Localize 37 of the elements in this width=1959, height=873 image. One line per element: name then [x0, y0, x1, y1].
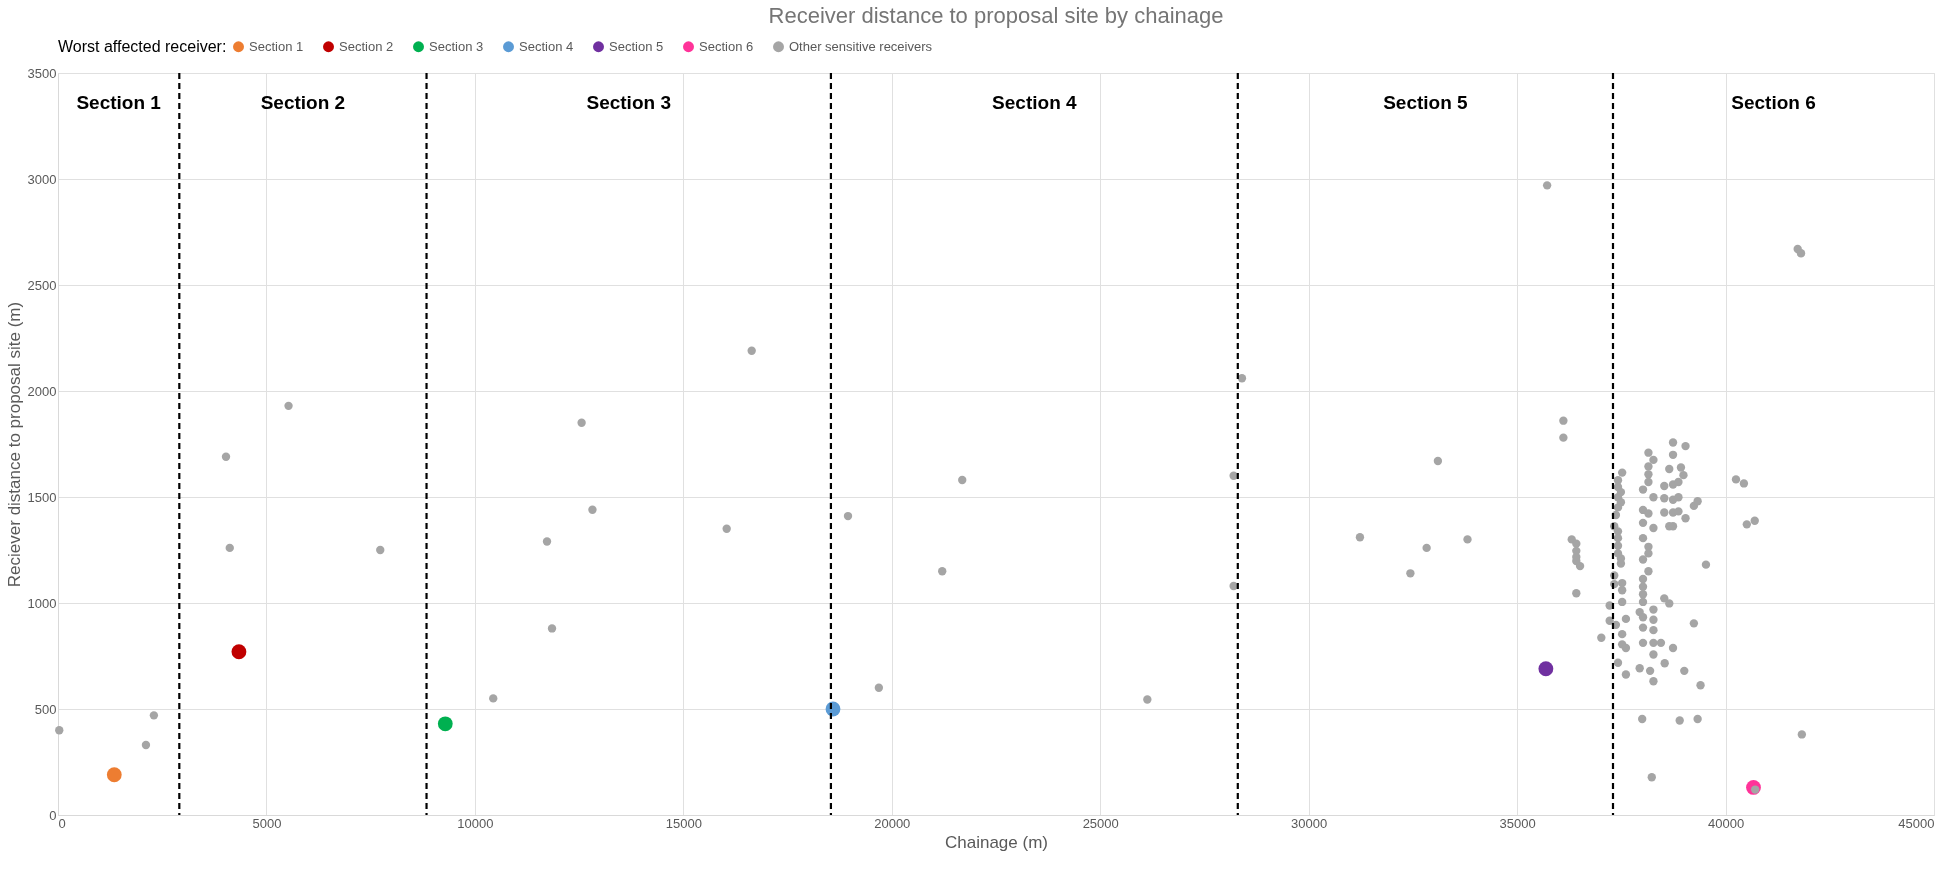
y-tick-label: 3000: [27, 171, 57, 187]
chart-title: Receiver distance to proposal site by chainage: [768, 3, 1224, 28]
x-tick-label: 10000: [457, 815, 494, 831]
legend-label: Section 6: [699, 38, 754, 54]
legend-label: Other sensitive receivers: [789, 38, 933, 54]
point: [437, 716, 453, 732]
y-tick-label: 2500: [27, 277, 57, 293]
y-tick-label: 1500: [27, 489, 57, 505]
y-tick-label: 500: [34, 701, 57, 717]
legend-label: Section 1: [249, 38, 304, 54]
x-tick-label: 30000: [1291, 815, 1328, 831]
y-axis-title: Reciever distance to proposal site (m): [4, 301, 24, 588]
x-tick-label: 15000: [665, 815, 702, 831]
x-tick-label: 45000: [1898, 815, 1935, 831]
annotation: Section 3: [586, 92, 671, 113]
annotation: Section 5: [1383, 92, 1469, 113]
legend-label: Section 3: [429, 38, 484, 54]
annotation: Section 1: [76, 92, 162, 113]
annotation: Section 6: [1731, 92, 1816, 113]
legend-label: Section 2: [339, 38, 394, 54]
x-tick-label: 5000: [252, 815, 282, 831]
annotation: Section 2: [260, 92, 346, 113]
legend-title: Worst affected receiver:: [58, 38, 227, 55]
legend-label: Section 4: [519, 38, 574, 54]
y-tick-label: 2000: [27, 383, 57, 399]
x-tick-label: 35000: [1499, 815, 1536, 831]
annotation: Section 4: [992, 92, 1078, 113]
x-tick-label: 40000: [1707, 815, 1745, 831]
y-tick-label: 3500: [27, 65, 57, 81]
legend-label: Section 5: [609, 38, 664, 54]
x-tick-label: 20000: [874, 815, 911, 831]
y-tick-label: 1000: [27, 595, 57, 611]
point: [231, 644, 247, 660]
point: [106, 767, 122, 783]
point: [1538, 661, 1554, 677]
x-tick-label: 25000: [1082, 815, 1119, 831]
x-axis-title: Chainage (m): [945, 832, 1048, 852]
